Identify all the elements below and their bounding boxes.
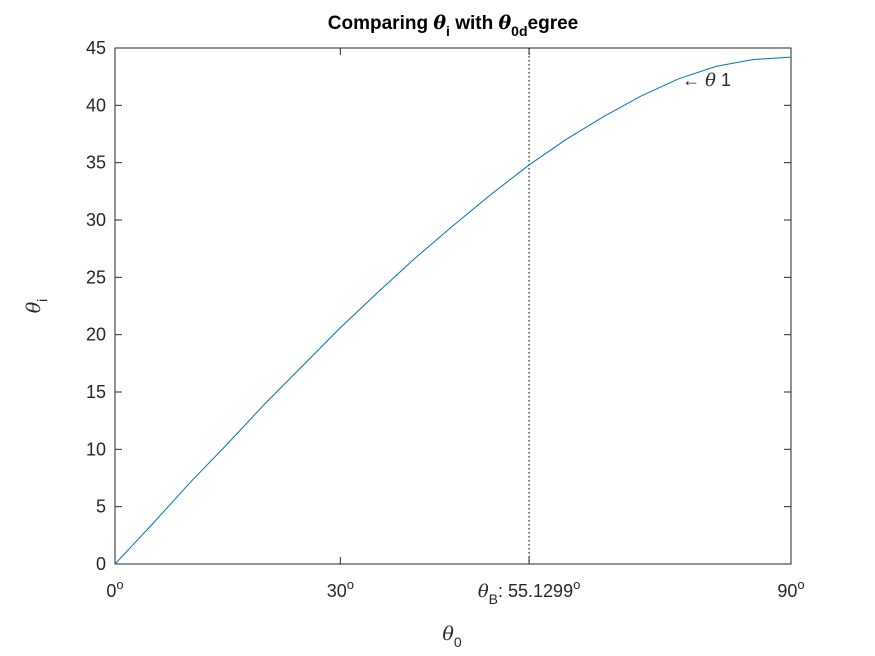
x-tick-label: 30o bbox=[327, 577, 354, 601]
y-tick-label: 15 bbox=[86, 382, 106, 402]
y-axis-label: θi bbox=[23, 299, 50, 314]
plot-area: 0 5 10 15 20 25 30 35 40 45 0o 30o θB: 55.1299o 90o ← … bbox=[86, 38, 805, 607]
y-tick-label: 35 bbox=[86, 153, 106, 173]
x-tick-label: 0o bbox=[106, 577, 123, 601]
y-tick-label: 0 bbox=[96, 554, 106, 574]
y-tick-label: 20 bbox=[86, 325, 106, 345]
x-tick-label: 90o bbox=[777, 577, 804, 601]
series-line-1 bbox=[114, 56, 792, 565]
x-tick-label: θB: 55.1299o bbox=[478, 577, 581, 607]
plot-box bbox=[114, 47, 792, 565]
y-tick-label: 5 bbox=[96, 497, 106, 517]
chart-title: Comparing θi with θ0degree bbox=[328, 12, 578, 39]
x-axis-label: θ0 bbox=[442, 623, 461, 650]
y-tick-label: 45 bbox=[86, 38, 106, 58]
y-tick-label: 30 bbox=[86, 210, 106, 230]
y-axis-label-group: θi bbox=[23, 299, 50, 314]
curve-annotation: ← θ 1 bbox=[682, 70, 731, 91]
y-tick-label: 10 bbox=[86, 439, 106, 459]
y-tick-label: 25 bbox=[86, 267, 106, 287]
y-tick-label: 40 bbox=[86, 95, 106, 115]
